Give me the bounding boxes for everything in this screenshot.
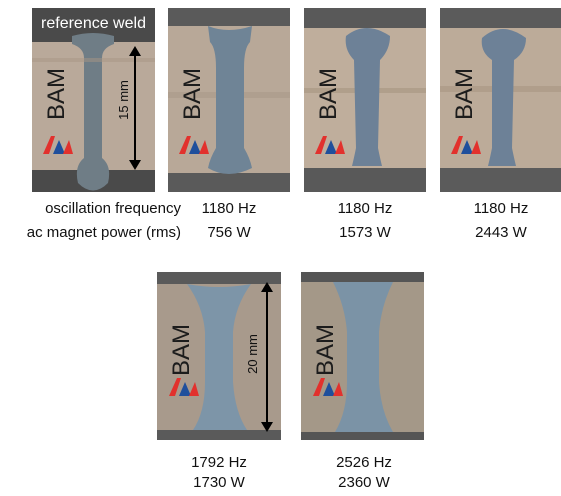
weld-panel-3: BAM <box>440 8 561 192</box>
frequency-value-3: 1180 Hz <box>456 200 546 217</box>
bam-logo-icon <box>167 376 201 398</box>
bam-logo-text: BAM <box>168 315 196 385</box>
bam-logo-icon <box>449 134 483 156</box>
bam-logo-icon <box>311 376 345 398</box>
bam-logo-icon <box>177 134 211 156</box>
frequency-value-5: 2526 Hz <box>319 454 409 471</box>
scale-label-15mm: 15 mm <box>116 70 132 130</box>
reference-weld-panel: reference weld BAM 15 mm <box>32 8 155 192</box>
frequency-row-label: oscillation frequency <box>0 200 181 217</box>
bam-logo-icon <box>41 134 75 156</box>
weld-panel-4: BAM 20 mm <box>157 272 281 440</box>
scale-arrow-20mm <box>260 282 274 432</box>
bam-logo-text: BAM <box>43 59 71 129</box>
scale-label-20mm: 20 mm <box>245 324 261 384</box>
weld-panel-2: BAM <box>304 8 426 192</box>
power-value-4: 1730 W <box>174 474 264 491</box>
weld-panel-1: BAM <box>168 8 290 192</box>
power-value-5: 2360 W <box>319 474 409 491</box>
bam-logo-icon <box>313 134 347 156</box>
frequency-value-2: 1180 Hz <box>320 200 410 217</box>
reference-weld-label: reference weld <box>32 8 155 40</box>
power-value-3: 2443 W <box>456 224 546 241</box>
power-row-label: ac magnet power (rms) <box>0 224 181 241</box>
bam-logo-text: BAM <box>315 59 343 129</box>
bam-logo-text: BAM <box>451 59 479 129</box>
bam-logo-text: BAM <box>179 59 207 129</box>
weld-panel-5: BAM <box>301 272 424 440</box>
bam-logo-text: BAM <box>312 315 340 385</box>
frequency-value-4: 1792 Hz <box>174 454 264 471</box>
frequency-value-1: 1180 Hz <box>184 200 274 217</box>
power-value-2: 1573 W <box>320 224 410 241</box>
power-value-1: 756 W <box>184 224 274 241</box>
